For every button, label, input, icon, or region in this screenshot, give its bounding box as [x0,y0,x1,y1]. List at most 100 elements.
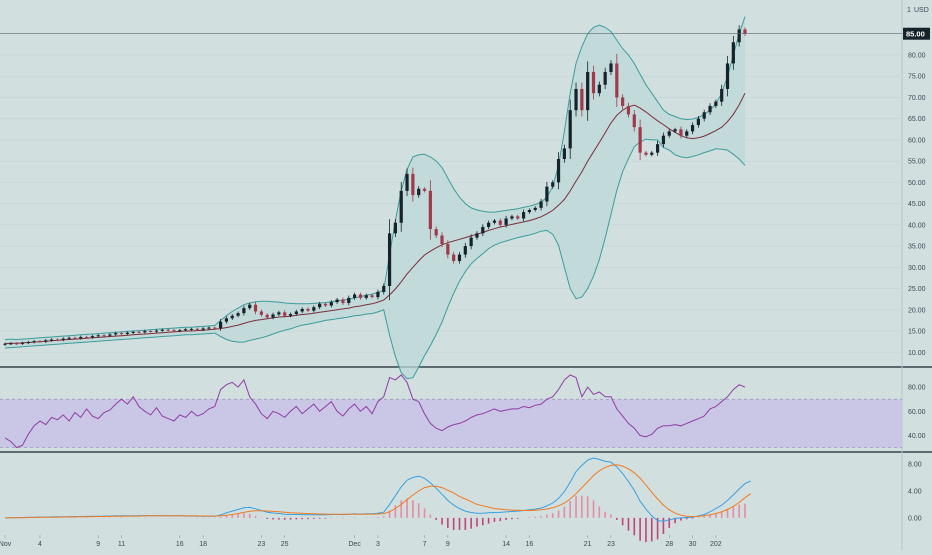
candle-body [213,327,217,329]
candle-body [603,71,607,85]
macd-tick-label: 4.00 [908,488,922,495]
candle-body [417,188,421,196]
candle [90,334,95,339]
candle [236,311,240,318]
candle [178,328,182,333]
candle-body [655,144,660,153]
candle-body [207,327,211,329]
candle [300,307,304,314]
candle-body [271,314,275,318]
candle-body [685,131,689,136]
current-price-label: 85.00 [906,30,925,39]
macd-axis[interactable]: 8.00 4.00 0.00 [908,462,922,523]
candle [370,293,374,299]
candle-body [720,88,724,102]
candle-body [504,218,508,225]
candle [708,103,712,115]
candle-body [55,339,60,341]
candle [248,302,252,311]
time-tick-label: Nov [0,541,12,548]
candle [73,336,77,340]
candle [685,129,689,138]
candle [294,309,298,316]
candle [626,102,631,118]
candle [644,151,648,157]
candle-body [242,308,246,314]
candle-body [457,254,462,261]
candle [131,330,135,334]
price-tick-label: 70.00 [908,95,926,102]
candle [288,312,293,318]
candle-body [434,229,438,236]
candle [463,242,467,258]
candle-body [539,201,543,208]
candle-body [440,235,444,244]
candle-body [387,233,392,287]
candle-body [370,295,374,298]
candle [172,328,176,333]
candle-body [452,254,456,261]
candle-body [399,190,403,223]
candle-body [312,307,316,311]
price-tick-label: 40.00 [908,222,926,229]
candle [318,301,322,310]
candle [661,132,666,148]
candle [32,339,36,344]
candle [108,333,112,338]
candle-body [131,331,135,333]
candle [195,327,199,332]
price-tick-label: 80.00 [908,52,926,59]
candle [405,168,409,197]
candle-body [318,303,322,308]
candle [411,167,415,202]
price-tick-label: 75.00 [908,74,926,81]
candle [650,151,654,157]
time-axis[interactable]: Nov 4 9 11 16 18 23 25 Dec 3 7 9 14 16 21 23 28 30 202 [0,535,722,548]
candle-body [96,335,100,337]
price-axis[interactable]: 15.00 20.00 25.00 30.00 35.00 40.00 45.00 50.00… [0,27,930,357]
candle [638,119,642,161]
candle-body [527,209,532,213]
rsi-axis[interactable]: 80.00 60.00 40.00 [908,385,926,440]
candle [702,109,706,122]
bollinger-bands [4,16,746,380]
candle-body [143,331,147,333]
candle-body [428,190,432,230]
candle-body [347,297,351,303]
candle-body [26,342,30,344]
candle [603,67,607,89]
candle [213,326,217,330]
candle-body [90,336,95,338]
candle [580,82,584,117]
macd-tick-label: 8.00 [908,462,922,469]
candle-body [510,216,514,219]
candle-body [154,330,159,332]
time-tick-label: 23 [607,541,615,548]
candle-body [300,308,304,312]
candle [218,319,223,331]
rsi-pane[interactable] [0,374,902,449]
candle [38,340,42,343]
candle-body [160,329,164,331]
candle [475,231,479,240]
candle [230,314,234,320]
candle-body [341,299,345,303]
candle-body [376,291,380,298]
candle [364,293,368,300]
candle [393,219,397,238]
price-tick-label: 65.00 [908,116,926,123]
candle-body [218,321,223,329]
candle [545,181,549,207]
macd-pane[interactable] [4,457,752,543]
candle-body [73,337,77,339]
candle-body [335,299,339,303]
time-tick-label: 202 [710,541,722,548]
candle-body [498,220,502,225]
candle [632,110,636,132]
candle [26,340,30,345]
candle-body [492,220,497,223]
candle-body [67,337,71,339]
